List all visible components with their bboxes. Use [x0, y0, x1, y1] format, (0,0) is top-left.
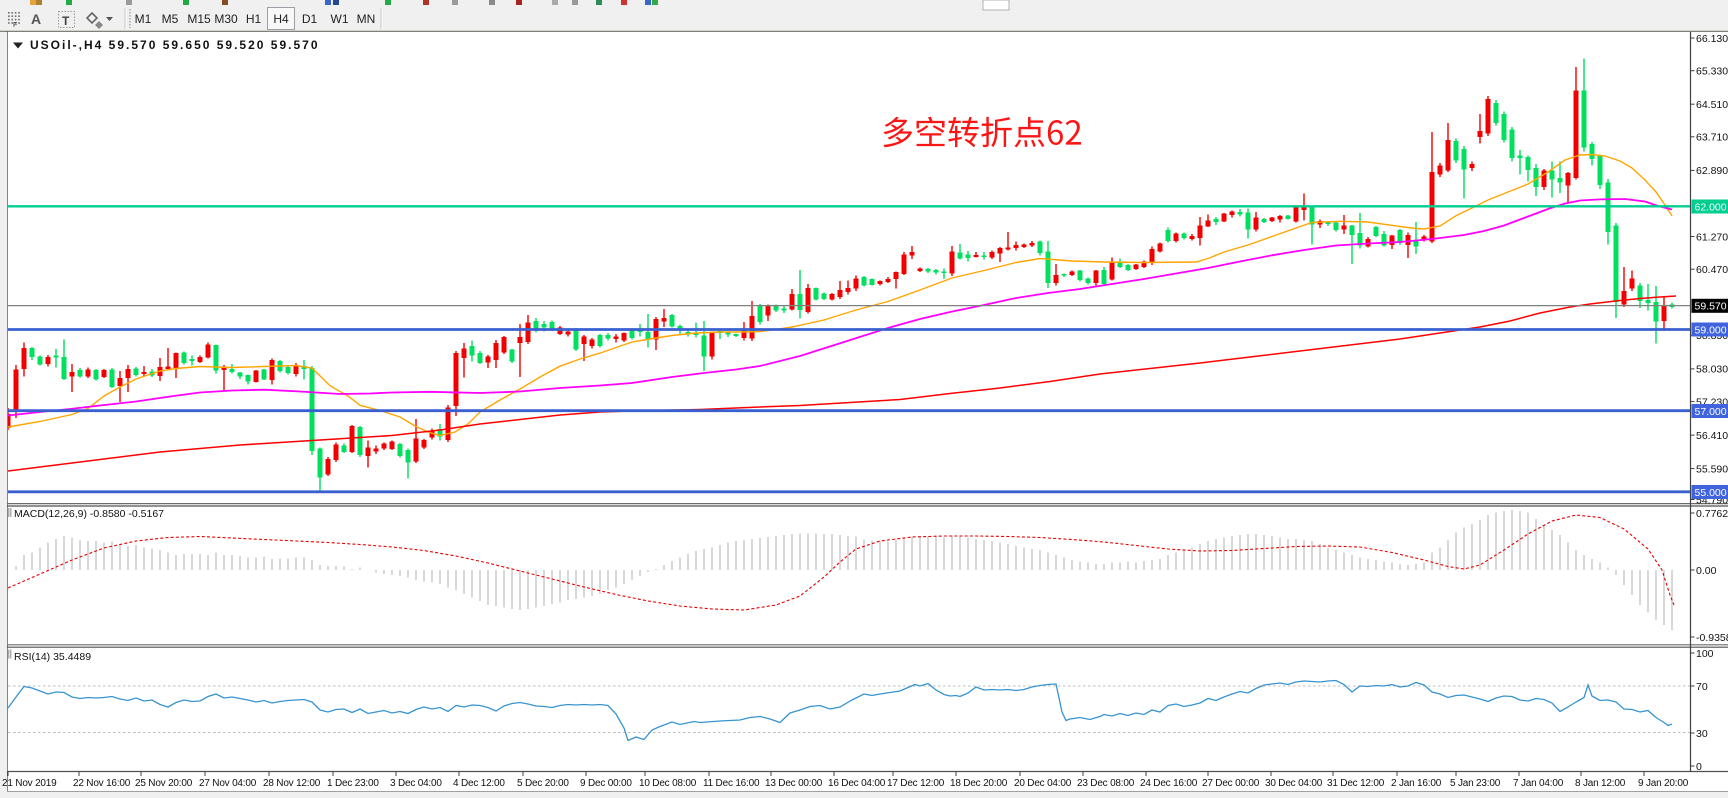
svg-text:60.470: 60.470	[1696, 264, 1728, 276]
svg-text:18 Dec 20:00: 18 Dec 20:00	[950, 778, 1008, 789]
svg-text:13 Dec 00:00: 13 Dec 00:00	[765, 778, 823, 789]
svg-text:-0.9358: -0.9358	[1696, 632, 1728, 644]
svg-text:24 Dec 16:00: 24 Dec 16:00	[1140, 778, 1198, 789]
svg-text:27 Dec 00:00: 27 Dec 00:00	[1202, 778, 1260, 789]
svg-text:5 Jan 23:00: 5 Jan 23:00	[1450, 778, 1501, 789]
svg-text:USOil-,H4 59.570 59.650 59.52: USOil-,H4 59.570 59.650 59.520 59.570	[30, 38, 320, 52]
svg-text:58.030: 58.030	[1696, 364, 1728, 376]
svg-text:0.7762: 0.7762	[1696, 508, 1728, 520]
svg-text:57.000: 57.000	[1695, 406, 1727, 418]
svg-text:MN: MN	[357, 12, 376, 26]
svg-text:27 Nov 04:00: 27 Nov 04:00	[199, 778, 257, 789]
svg-text:0: 0	[1696, 761, 1702, 773]
svg-text:MACD(12,26,9) -0.8580 -0.5167: MACD(12,26,9) -0.8580 -0.5167	[14, 508, 164, 520]
svg-text:H1: H1	[246, 12, 262, 26]
svg-text:66.130: 66.130	[1696, 33, 1728, 45]
svg-text:T: T	[62, 14, 70, 28]
svg-text:64.510: 64.510	[1696, 99, 1728, 111]
svg-text:M15: M15	[187, 12, 211, 26]
svg-text:RSI(14) 35.4489: RSI(14) 35.4489	[14, 651, 91, 663]
svg-text:62.000: 62.000	[1695, 201, 1727, 213]
svg-text:M1: M1	[135, 12, 152, 26]
svg-text:0.00: 0.00	[1696, 565, 1717, 577]
svg-text:23 Dec 08:00: 23 Dec 08:00	[1077, 778, 1135, 789]
svg-text:11 Dec 16:00: 11 Dec 16:00	[703, 778, 760, 789]
svg-text:59.570: 59.570	[1695, 301, 1727, 313]
svg-text:H4: H4	[273, 12, 289, 26]
svg-text:5 Dec 20:00: 5 Dec 20:00	[517, 778, 569, 789]
svg-text:16 Dec 04:00: 16 Dec 04:00	[828, 778, 886, 789]
svg-text:22 Nov 16:00: 22 Nov 16:00	[73, 778, 131, 789]
svg-text:2 Jan 16:00: 2 Jan 16:00	[1391, 778, 1442, 789]
svg-text:9 Jan 20:00: 9 Jan 20:00	[1638, 778, 1689, 789]
svg-text:F: F	[13, 22, 17, 29]
svg-text:1 Dec 23:00: 1 Dec 23:00	[327, 778, 379, 789]
svg-text:4 Dec 12:00: 4 Dec 12:00	[453, 778, 505, 789]
svg-text:17 Dec 12:00: 17 Dec 12:00	[887, 778, 945, 789]
svg-text:10 Dec 08:00: 10 Dec 08:00	[639, 778, 697, 789]
svg-text:28 Nov 12:00: 28 Nov 12:00	[263, 778, 321, 789]
svg-text:M30: M30	[214, 12, 238, 26]
svg-text:55.000: 55.000	[1695, 487, 1727, 499]
svg-text:100: 100	[1696, 648, 1714, 660]
svg-text:9 Dec 00:00: 9 Dec 00:00	[580, 778, 632, 789]
svg-text:25 Nov 20:00: 25 Nov 20:00	[135, 778, 193, 789]
svg-text:59.000: 59.000	[1695, 324, 1727, 336]
svg-text:D1: D1	[302, 12, 318, 26]
svg-text:A: A	[31, 11, 41, 27]
svg-text:3 Dec 04:00: 3 Dec 04:00	[390, 778, 442, 789]
svg-text:21 Nov 2019: 21 Nov 2019	[2, 778, 57, 789]
svg-text:8 Jan 12:00: 8 Jan 12:00	[1575, 778, 1626, 789]
svg-text:61.270: 61.270	[1696, 231, 1728, 243]
svg-text:56.410: 56.410	[1696, 430, 1728, 442]
svg-text:W1: W1	[331, 12, 349, 26]
svg-text:30 Dec 04:00: 30 Dec 04:00	[1265, 778, 1323, 789]
svg-text:63.710: 63.710	[1696, 132, 1728, 144]
svg-text:M5: M5	[162, 12, 179, 26]
svg-text:20 Dec 04:00: 20 Dec 04:00	[1014, 778, 1072, 789]
svg-text:31 Dec 12:00: 31 Dec 12:00	[1327, 778, 1385, 789]
svg-text:62.890: 62.890	[1696, 165, 1728, 177]
svg-text:7 Jan 04:00: 7 Jan 04:00	[1513, 778, 1564, 789]
svg-text:70: 70	[1696, 681, 1708, 693]
svg-text:30: 30	[1696, 728, 1708, 740]
svg-text:65.330: 65.330	[1696, 66, 1728, 78]
svg-text:55.590: 55.590	[1696, 463, 1728, 475]
